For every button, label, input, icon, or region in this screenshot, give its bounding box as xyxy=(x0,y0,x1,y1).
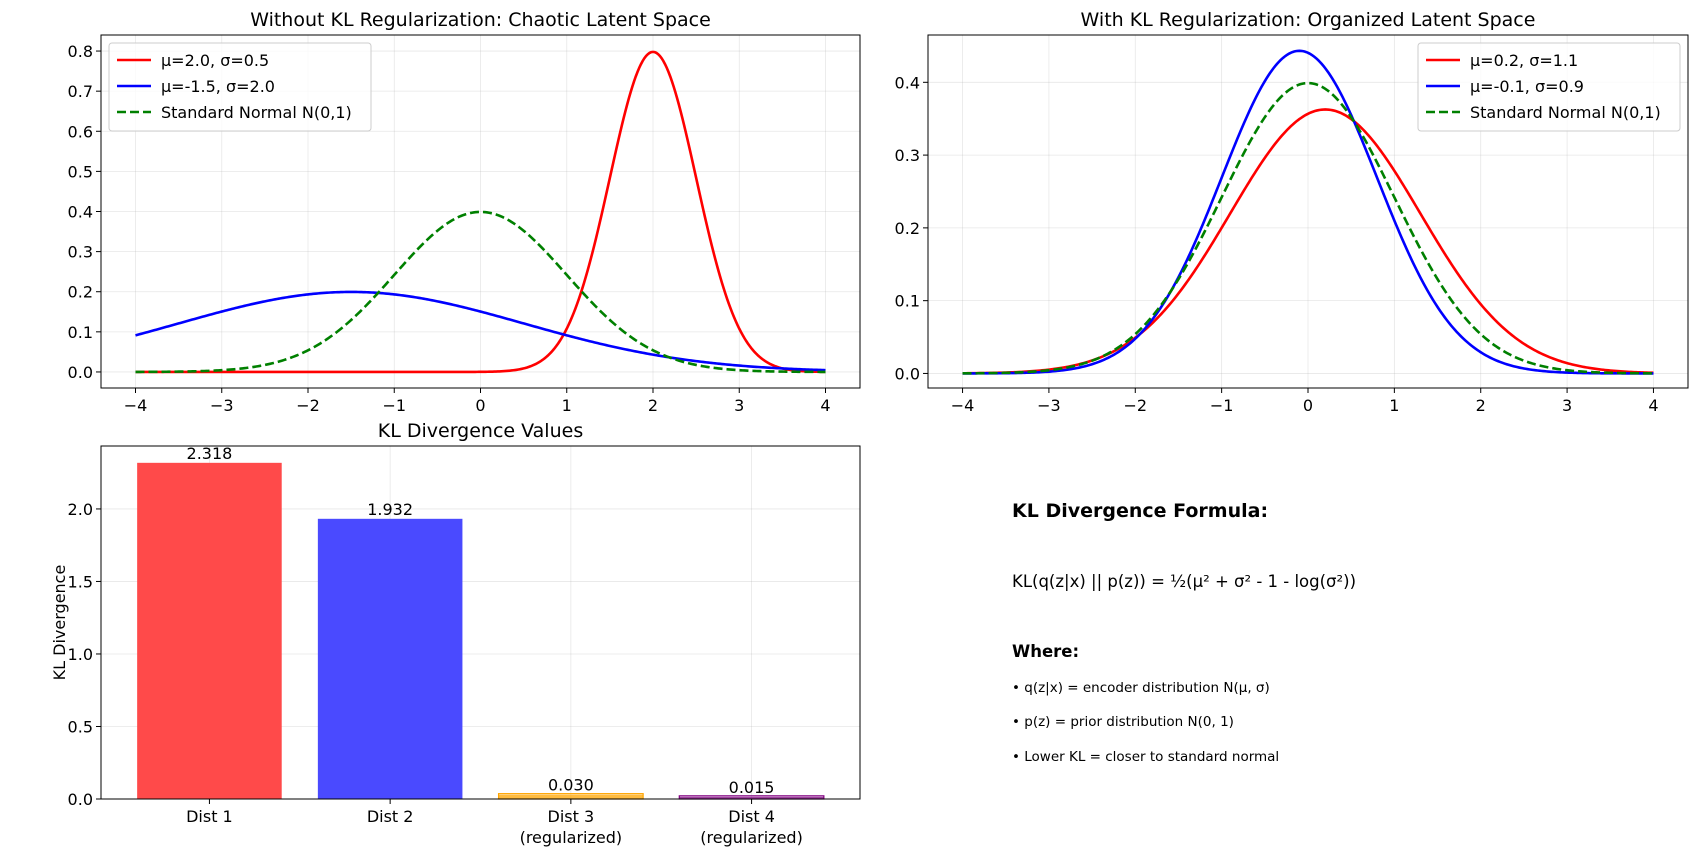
y-tick-label: 0.5 xyxy=(68,717,93,736)
x-tick-label: −3 xyxy=(210,396,234,415)
bar-value-label: 0.030 xyxy=(548,776,594,795)
legend-label-series-3: Standard Normal N(0,1) xyxy=(161,103,352,122)
legend-label-series-2: μ=-0.1, σ=0.9 xyxy=(1470,77,1584,96)
x-tick-label: −2 xyxy=(296,396,320,415)
bar-value-label: 2.318 xyxy=(187,444,233,463)
x-tick-label: −2 xyxy=(1123,396,1147,415)
x-tick-label: 1 xyxy=(562,396,572,415)
x-tick-label: −1 xyxy=(1210,396,1234,415)
y-tick-label: 0.2 xyxy=(895,219,920,238)
formula-equation: KL(q(z|x) || p(z)) = ½(μ² + σ² - 1 - log… xyxy=(1012,572,1356,591)
y-tick-label: 0.4 xyxy=(895,73,920,92)
y-tick-label: 0.1 xyxy=(68,323,93,342)
legend-box xyxy=(1417,42,1681,132)
bar-dist-1 xyxy=(137,462,282,799)
chart-title: KL Divergence Values xyxy=(378,420,583,442)
series-line-2 xyxy=(962,49,1654,375)
x-tick-label: 0 xyxy=(1303,396,1313,415)
series-line-1 xyxy=(962,108,1654,375)
legend-label-series-2: μ=-1.5, σ=2.0 xyxy=(161,77,275,96)
formula-item-encoder: • q(z|x) = encoder distribution N(μ, σ) xyxy=(1012,680,1270,696)
legend: μ=2.0, σ=0.5 μ=-1.5, σ=2.0 Standard Norm… xyxy=(108,42,372,132)
y-tick-label: 0.1 xyxy=(895,292,920,311)
y-axis-label: KL Divergence xyxy=(50,565,69,681)
y-tick-label: 2.0 xyxy=(68,500,93,519)
bar-dist-4 xyxy=(679,796,824,799)
chart-with-kl: With KL Regularization: Organized Latent… xyxy=(895,9,1689,415)
formula-item-prior: • p(z) = prior distribution N(0, 1) xyxy=(1012,714,1234,730)
y-tick-label: 0.3 xyxy=(895,146,920,165)
x-tick-label: Dist 4 xyxy=(728,807,775,826)
legend-label-series-3: Standard Normal N(0,1) xyxy=(1470,103,1661,122)
formula-panel: KL Divergence Formula: KL(q(z|x) || p(z)… xyxy=(1012,500,1356,765)
legend: μ=0.2, σ=1.1 μ=-0.1, σ=0.9 Standard Norm… xyxy=(1417,42,1681,132)
bar-dist-3 xyxy=(498,794,644,799)
x-tick-label: Dist 3 xyxy=(548,807,595,826)
bar-value-label: 0.015 xyxy=(729,778,775,797)
x-tick-label: 4 xyxy=(820,396,830,415)
y-tick-label: 0.0 xyxy=(68,790,93,809)
y-tick-label: 0.0 xyxy=(68,363,93,382)
chart-title: With KL Regularization: Organized Latent… xyxy=(1081,9,1536,31)
y-tick-label: 1.0 xyxy=(68,645,93,664)
series-line-2 xyxy=(135,290,826,372)
y-tick-label: 0.6 xyxy=(68,122,93,141)
x-tick-label: 3 xyxy=(1562,396,1572,415)
y-tick-label: 0.4 xyxy=(68,203,93,222)
x-tick-label: Dist 2 xyxy=(367,807,414,826)
x-tick-label: −4 xyxy=(951,396,975,415)
y-tick-label: 0.7 xyxy=(68,82,93,101)
x-tick-label: Dist 1 xyxy=(186,807,233,826)
x-tick-label: 3 xyxy=(734,396,744,415)
x-tick-label: (regularized) xyxy=(700,828,803,847)
series-line-1 xyxy=(135,50,826,374)
x-tick-label: −4 xyxy=(124,396,148,415)
legend-label-series-1: μ=2.0, σ=0.5 xyxy=(161,51,269,70)
formula-item-lower-kl: • Lower KL = closer to standard normal xyxy=(1012,749,1279,765)
x-tick-label: −3 xyxy=(1037,396,1061,415)
x-tick-label: −1 xyxy=(382,396,406,415)
plot-frame xyxy=(100,445,861,800)
bar-dist-2 xyxy=(317,518,463,799)
bar-value-label: 1.932 xyxy=(367,500,413,519)
legend-box xyxy=(108,42,372,132)
y-tick-label: 0.5 xyxy=(68,162,93,181)
x-tick-label: 4 xyxy=(1648,396,1658,415)
chart-without-kl: Without KL Regularization: Chaotic Laten… xyxy=(68,9,861,415)
y-tick-label: 0.0 xyxy=(895,364,920,383)
x-tick-label: 2 xyxy=(1476,396,1486,415)
where-label: Where: xyxy=(1012,642,1079,661)
legend-label-series-1: μ=0.2, σ=1.1 xyxy=(1470,51,1578,70)
x-tick-label: (regularized) xyxy=(520,828,623,847)
chart-title: Without KL Regularization: Chaotic Laten… xyxy=(250,9,711,31)
x-tick-label: 2 xyxy=(648,396,658,415)
x-tick-label: 0 xyxy=(475,396,485,415)
y-tick-label: 1.5 xyxy=(68,572,93,591)
y-tick-label: 0.3 xyxy=(68,243,93,262)
formula-title: KL Divergence Formula: xyxy=(1012,500,1268,522)
x-tick-label: 1 xyxy=(1389,396,1399,415)
y-tick-label: 0.2 xyxy=(68,283,93,302)
y-tick-label: 0.8 xyxy=(68,42,93,61)
